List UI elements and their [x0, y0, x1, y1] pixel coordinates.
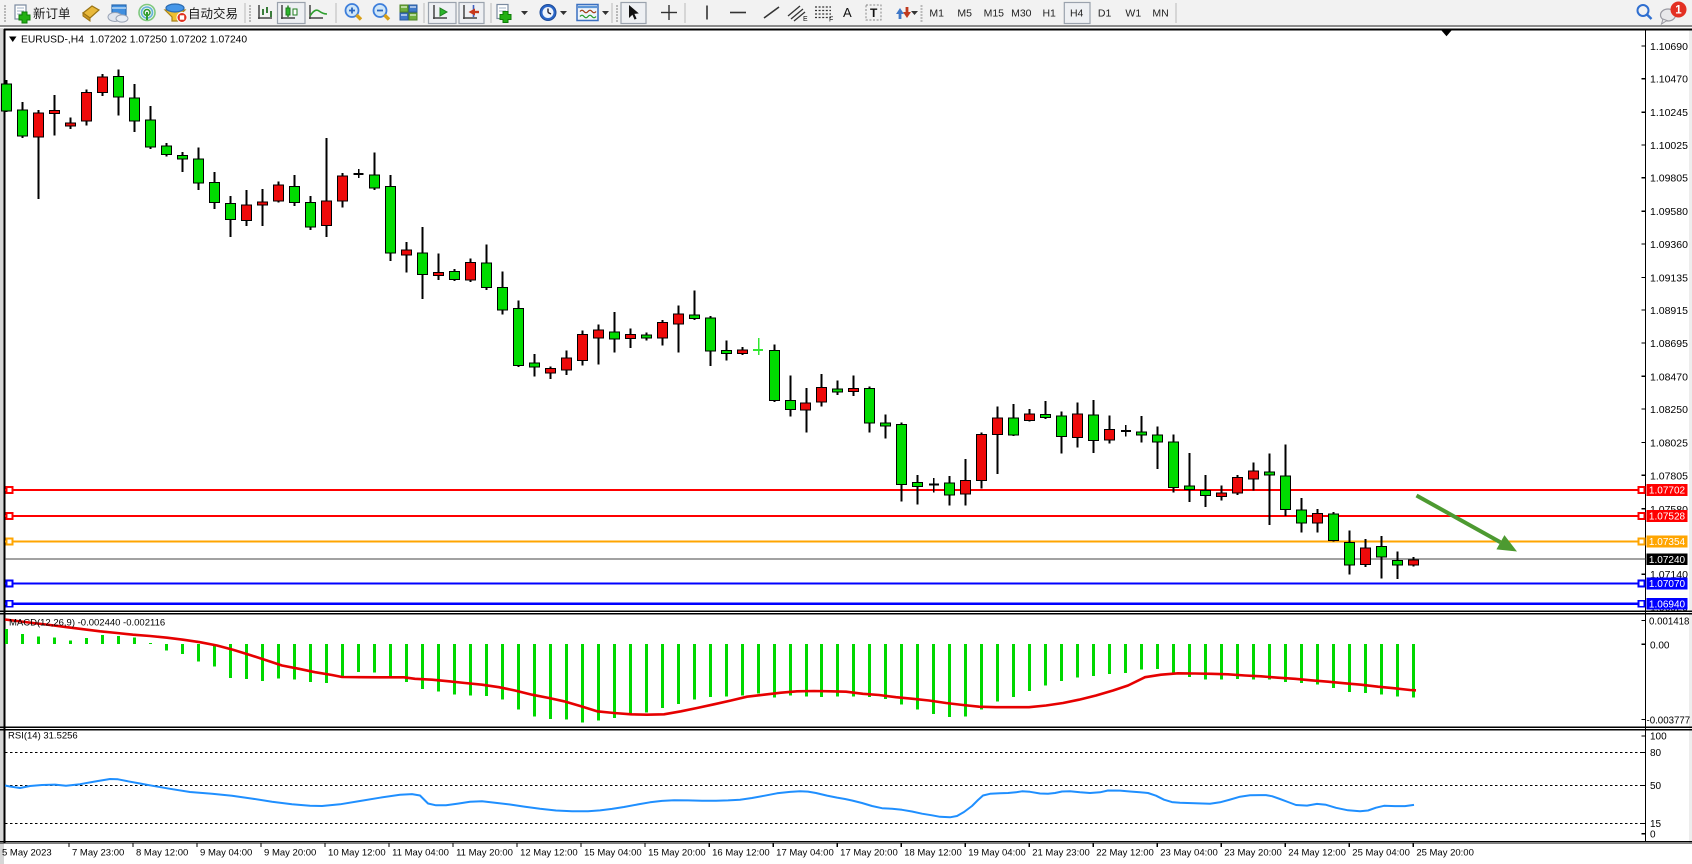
svg-text:RSI(14) 31.5256: RSI(14) 31.5256	[8, 731, 78, 742]
svg-text:1.07805: 1.07805	[1650, 470, 1688, 482]
svg-text:M15: M15	[984, 8, 1005, 20]
svg-text:12 May 12:00: 12 May 12:00	[520, 848, 578, 859]
svg-text:1.09805: 1.09805	[1650, 173, 1688, 185]
svg-text:1.07240: 1.07240	[1649, 555, 1686, 566]
svg-text:23 May 20:00: 23 May 20:00	[1224, 848, 1282, 859]
svg-text:1.08250: 1.08250	[1650, 404, 1688, 416]
svg-text:16 May 12:00: 16 May 12:00	[712, 848, 770, 859]
svg-text:T: T	[870, 6, 878, 20]
svg-text:15: 15	[1650, 819, 1662, 830]
svg-text:1.10245: 1.10245	[1650, 107, 1688, 119]
svg-text:-0.003777: -0.003777	[1647, 716, 1691, 727]
svg-text:1.08025: 1.08025	[1650, 438, 1688, 450]
svg-text:5 May 2023: 5 May 2023	[2, 848, 52, 859]
svg-text:1.07528: 1.07528	[1649, 512, 1686, 523]
svg-text:8 May 12:00: 8 May 12:00	[136, 848, 188, 859]
svg-text:9 May 20:00: 9 May 20:00	[264, 848, 316, 859]
svg-text:80: 80	[1650, 748, 1662, 759]
svg-text:24 May 12:00: 24 May 12:00	[1288, 848, 1346, 859]
svg-text:18 May 12:00: 18 May 12:00	[904, 848, 962, 859]
svg-text:1.08470: 1.08470	[1650, 371, 1688, 383]
svg-text:0: 0	[1650, 830, 1656, 841]
svg-text:EURUSD-,H4 1.07202 1.07250 1.: EURUSD-,H4 1.07202 1.07250 1.07202 1.072…	[21, 35, 247, 46]
svg-text:1.06940: 1.06940	[1649, 599, 1686, 610]
svg-text:MN: MN	[1152, 8, 1168, 20]
svg-text:15 May 20:00: 15 May 20:00	[648, 848, 706, 859]
svg-text:1.07702: 1.07702	[1649, 486, 1686, 497]
svg-text:M1: M1	[929, 8, 944, 20]
svg-text:1.08695: 1.08695	[1650, 338, 1688, 350]
svg-text:H4: H4	[1070, 8, 1084, 20]
svg-text:50: 50	[1650, 781, 1662, 792]
svg-text:17 May 20:00: 17 May 20:00	[840, 848, 898, 859]
svg-text:F: F	[829, 17, 833, 24]
svg-text:1.08915: 1.08915	[1650, 305, 1688, 317]
svg-text:100: 100	[1650, 732, 1667, 743]
svg-text:1.09135: 1.09135	[1650, 272, 1688, 284]
svg-text:11 May 04:00: 11 May 04:00	[392, 848, 449, 859]
svg-text:1.07070: 1.07070	[1649, 579, 1686, 590]
svg-text:1.10690: 1.10690	[1650, 41, 1688, 53]
svg-text:1: 1	[1675, 5, 1682, 17]
svg-text:10 May 12:00: 10 May 12:00	[328, 848, 386, 859]
svg-text:11 May 20:00: 11 May 20:00	[456, 848, 513, 859]
svg-text:E: E	[803, 16, 808, 23]
svg-text:0.001418: 0.001418	[1649, 617, 1689, 628]
svg-text:23 May 04:00: 23 May 04:00	[1160, 848, 1218, 859]
svg-text:7 May 23:00: 7 May 23:00	[72, 848, 124, 859]
svg-text:25 May 20:00: 25 May 20:00	[1416, 848, 1474, 859]
svg-text:22 May 12:00: 22 May 12:00	[1096, 848, 1154, 859]
svg-text:M5: M5	[957, 8, 972, 20]
svg-text:A: A	[843, 5, 852, 20]
svg-text:21 May 23:00: 21 May 23:00	[1032, 848, 1090, 859]
svg-text:自动交易: 自动交易	[188, 6, 238, 21]
svg-text:W1: W1	[1125, 8, 1141, 20]
svg-text:17 May 04:00: 17 May 04:00	[776, 848, 834, 859]
svg-text:H1: H1	[1042, 8, 1056, 20]
svg-text:1.09580: 1.09580	[1650, 206, 1688, 218]
svg-text:D1: D1	[1098, 8, 1112, 20]
svg-text:MACD(12,26,9) -0.002440 -0.002: MACD(12,26,9) -0.002440 -0.002116	[9, 618, 165, 629]
svg-text:25 May 04:00: 25 May 04:00	[1352, 848, 1410, 859]
svg-text:0.00: 0.00	[1650, 640, 1670, 651]
svg-text:M30: M30	[1011, 8, 1032, 20]
svg-text:1.10025: 1.10025	[1650, 140, 1688, 152]
svg-text:1.10470: 1.10470	[1650, 74, 1688, 86]
svg-text:15 May 04:00: 15 May 04:00	[584, 848, 642, 859]
svg-text:1.09360: 1.09360	[1650, 239, 1688, 251]
svg-text:1.07354: 1.07354	[1649, 537, 1686, 548]
svg-text:新订单: 新订单	[33, 6, 71, 21]
svg-text:19 May 04:00: 19 May 04:00	[968, 848, 1026, 859]
svg-text:9 May 04:00: 9 May 04:00	[200, 848, 252, 859]
